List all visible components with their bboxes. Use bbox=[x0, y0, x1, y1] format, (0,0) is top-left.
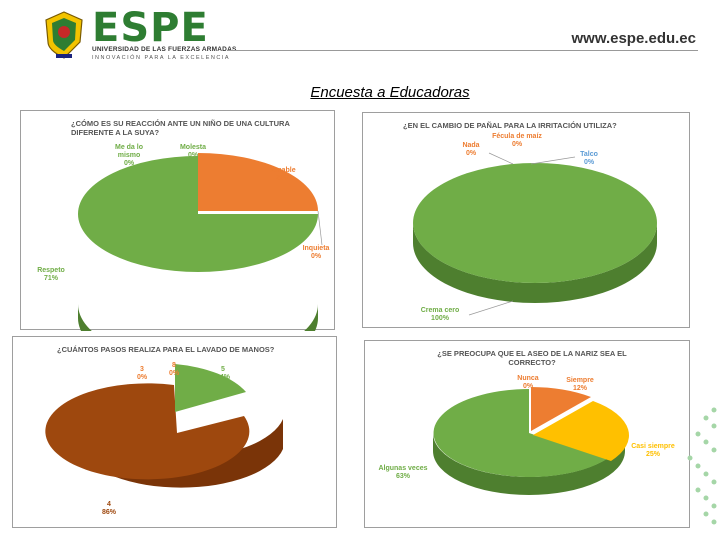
data-label-8: 8 0% bbox=[168, 362, 180, 377]
leader-line-crema-cero bbox=[468, 300, 514, 316]
chart-panel-handwash: ¿CUÁNTOS PASOS REALIZA PARA EL LAVADO DE… bbox=[12, 336, 337, 528]
data-label-3: 3 0% bbox=[136, 366, 148, 381]
pie-slice-5 bbox=[175, 364, 246, 412]
page-header: ESPE UNIVERSIDAD DE LAS FUERZAS ARMADAS … bbox=[0, 0, 720, 70]
chart-title: ¿CUÁNTOS PASOS REALIZA PARA EL LAVADO DE… bbox=[57, 345, 275, 354]
data-label-crema-cero: Crema cero 100% bbox=[420, 307, 460, 322]
data-label-fecula: Fécula de maíz 0% bbox=[492, 133, 542, 148]
data-label-talco: Talco 0% bbox=[580, 151, 598, 166]
data-label-nunca: Nunca 0% bbox=[517, 375, 539, 390]
pie-slice-siempre bbox=[531, 387, 591, 431]
pie-slice-algunas-veces bbox=[433, 389, 607, 477]
decorative-dot-pattern bbox=[687, 407, 717, 525]
chart-panel-diaper: ¿EN EL CAMBIO DE PAÑAL PARA LA IRRITACIÓ… bbox=[362, 112, 690, 328]
university-name: UNIVERSIDAD DE LAS FUERZAS ARMADAS bbox=[92, 46, 237, 53]
pie-chart-handwash bbox=[45, 364, 283, 488]
data-label-inquieta: Inquieta 0% bbox=[302, 245, 330, 260]
data-label-respeto: Respeto 71% bbox=[37, 267, 65, 282]
leader-line-nada bbox=[488, 152, 514, 165]
pie-side-respeto bbox=[78, 304, 318, 331]
pie-slice-casi-siempre bbox=[533, 401, 630, 461]
chart-title: ¿CÓMO ES SU REACCIÓN ANTE UN NIÑO DE UNA… bbox=[71, 119, 290, 137]
data-label-me-da-lo-mismo: Me da lo mismo 0% bbox=[114, 144, 143, 167]
data-label-siempre: Siempre 12% bbox=[566, 377, 594, 392]
data-label-4: 4 86% bbox=[101, 501, 116, 516]
pie-slice-amable bbox=[198, 153, 318, 211]
brand-logo-text: ESPE bbox=[92, 5, 209, 51]
pie-slice-4 bbox=[45, 383, 250, 480]
pie-chart-reaction bbox=[78, 153, 323, 331]
pie-side-algunas-veces bbox=[433, 433, 625, 495]
pie-side-crema-cero bbox=[413, 223, 657, 303]
page-title: Encuesta a Educadoras bbox=[310, 84, 470, 101]
pie-slice-respeto bbox=[78, 156, 318, 272]
website-url: www.espe.edu.ec bbox=[571, 30, 697, 47]
data-label-nada: Nada 0% bbox=[462, 142, 480, 157]
data-label-algunas-veces: Algunas veces 63% bbox=[378, 465, 428, 480]
pie-chart-nose bbox=[433, 387, 630, 495]
data-label-casi-siempre: Casi siempre 25% bbox=[631, 443, 675, 458]
leader-line-talco bbox=[530, 156, 576, 165]
university-seal-icon bbox=[45, 11, 83, 59]
data-label-amable: Amable 29% bbox=[270, 167, 296, 182]
tagline: INNOVACIÓN PARA LA EXCELENCIA bbox=[92, 55, 231, 61]
chart-panel-nose: ¿SE PREOCUPA QUE EL ASEO DE LA NARIZ SEA… bbox=[364, 340, 690, 528]
chart-panel-reaction: ¿CÓMO ES SU REACCIÓN ANTE UN NIÑO DE UNA… bbox=[20, 110, 335, 331]
leader-line-inquieta bbox=[317, 210, 323, 246]
header-divider bbox=[228, 50, 698, 51]
chart-title: ¿EN EL CAMBIO DE PAÑAL PARA LA IRRITACIÓ… bbox=[403, 121, 617, 130]
pie-slice-crema-cero bbox=[413, 163, 657, 283]
pie-chart-diaper bbox=[413, 152, 657, 316]
data-label-molesta: Molesta 0% bbox=[179, 144, 207, 159]
data-label-5: 5 14% bbox=[215, 366, 230, 381]
chart-title: ¿SE PREOCUPA QUE EL ASEO DE LA NARIZ SEA… bbox=[437, 349, 627, 367]
